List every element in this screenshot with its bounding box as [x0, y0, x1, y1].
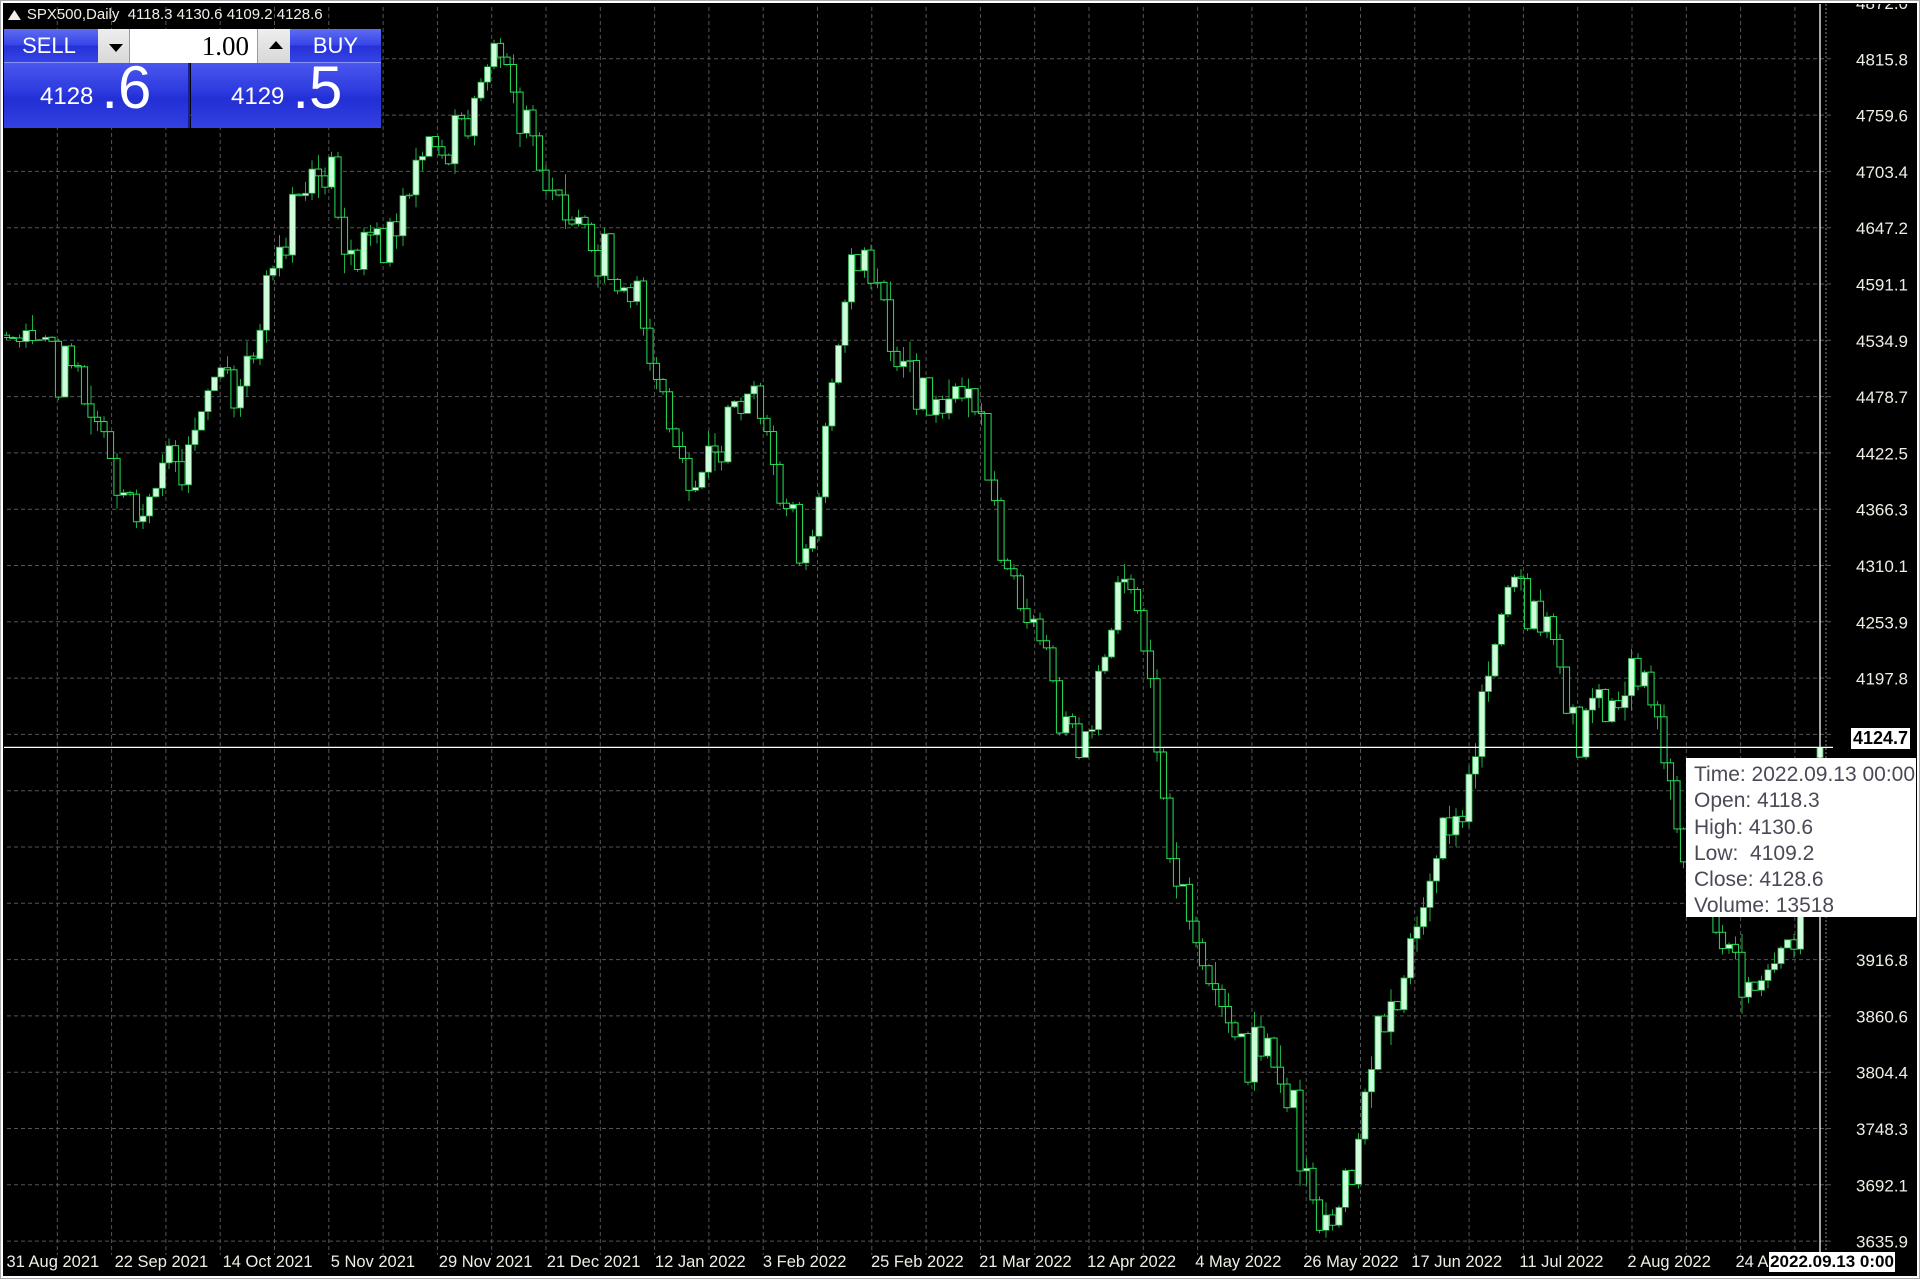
- svg-text:3692.1: 3692.1: [1856, 1176, 1908, 1195]
- svg-text:4815.8: 4815.8: [1856, 50, 1908, 69]
- svg-text:4366.3: 4366.3: [1856, 501, 1908, 520]
- svg-text:4872.0: 4872.0: [1856, 0, 1908, 13]
- svg-text:3635.9: 3635.9: [1856, 1233, 1908, 1252]
- svg-text:3916.8: 3916.8: [1856, 951, 1908, 970]
- svg-text:12 Jan 2022: 12 Jan 2022: [655, 1253, 746, 1271]
- svg-text:3804.4: 3804.4: [1856, 1064, 1908, 1083]
- svg-text:21 Dec 2021: 21 Dec 2021: [547, 1253, 641, 1271]
- svg-text:25 Feb 2022: 25 Feb 2022: [871, 1253, 964, 1271]
- svg-text:4 May 2022: 4 May 2022: [1195, 1253, 1281, 1271]
- svg-text:4534.9: 4534.9: [1856, 332, 1908, 351]
- svg-text:21 Mar 2022: 21 Mar 2022: [979, 1253, 1072, 1271]
- svg-text:3 Feb 2022: 3 Feb 2022: [763, 1253, 846, 1271]
- svg-text:4759.6: 4759.6: [1856, 107, 1908, 126]
- svg-text:14 Oct 2021: 14 Oct 2021: [223, 1253, 313, 1271]
- svg-text:29 Nov 2021: 29 Nov 2021: [439, 1253, 533, 1271]
- svg-text:26 May 2022: 26 May 2022: [1303, 1253, 1398, 1271]
- svg-text:3860.6: 3860.6: [1856, 1007, 1908, 1026]
- svg-text:4703.4: 4703.4: [1856, 163, 1908, 182]
- svg-text:4253.9: 4253.9: [1856, 613, 1908, 632]
- svg-text:4591.1: 4591.1: [1856, 276, 1908, 295]
- svg-text:2 Aug 2022: 2 Aug 2022: [1627, 1253, 1711, 1271]
- svg-text:3748.3: 3748.3: [1856, 1120, 1908, 1139]
- svg-text:4647.2: 4647.2: [1856, 219, 1908, 238]
- svg-text:4478.7: 4478.7: [1856, 388, 1908, 407]
- svg-text:22 Sep 2021: 22 Sep 2021: [115, 1253, 209, 1271]
- svg-text:4310.1: 4310.1: [1856, 557, 1908, 576]
- svg-text:5 Nov 2021: 5 Nov 2021: [331, 1253, 415, 1271]
- svg-text:31 Aug 2021: 31 Aug 2021: [7, 1253, 100, 1271]
- svg-text:4422.5: 4422.5: [1856, 444, 1908, 463]
- svg-text:12 Apr 2022: 12 Apr 2022: [1087, 1253, 1176, 1271]
- svg-text:4197.8: 4197.8: [1856, 670, 1908, 689]
- svg-text:17 Jun 2022: 17 Jun 2022: [1411, 1253, 1502, 1271]
- svg-text:11 Jul 2022: 11 Jul 2022: [1519, 1253, 1603, 1271]
